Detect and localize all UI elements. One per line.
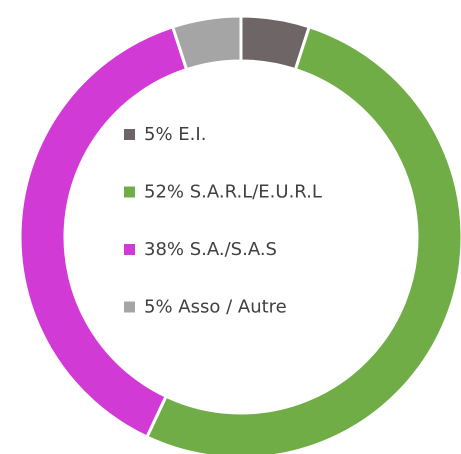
- legend-label: 38% S.A./S.A.S: [144, 239, 277, 260]
- legend-label: 52% S.A.R.L/E.U.R.L: [144, 182, 322, 203]
- legend-category: S.A./S.A.S: [190, 239, 277, 260]
- legend-category: Asso / Autre: [178, 297, 286, 318]
- donut-slice: [18, 24, 189, 439]
- legend-swatch: [124, 301, 135, 313]
- legend-swatch: [124, 186, 135, 198]
- legend-swatch: [124, 244, 135, 255]
- legend-value: 5%: [144, 297, 173, 318]
- legend-swatch: [124, 129, 135, 140]
- legend-label: 5% Asso / Autre: [144, 297, 287, 318]
- legend-value: 38%: [144, 239, 184, 260]
- donut-slice: [144, 24, 461, 454]
- legend-category: E.I.: [178, 124, 206, 145]
- legend-label: 5% E.I.: [144, 124, 206, 145]
- donut-slice: [170, 14, 243, 72]
- legend-value: 52%: [144, 182, 184, 203]
- legend-category: S.A.R.L/E.U.R.L: [190, 182, 322, 203]
- legend-value: 5%: [144, 124, 173, 145]
